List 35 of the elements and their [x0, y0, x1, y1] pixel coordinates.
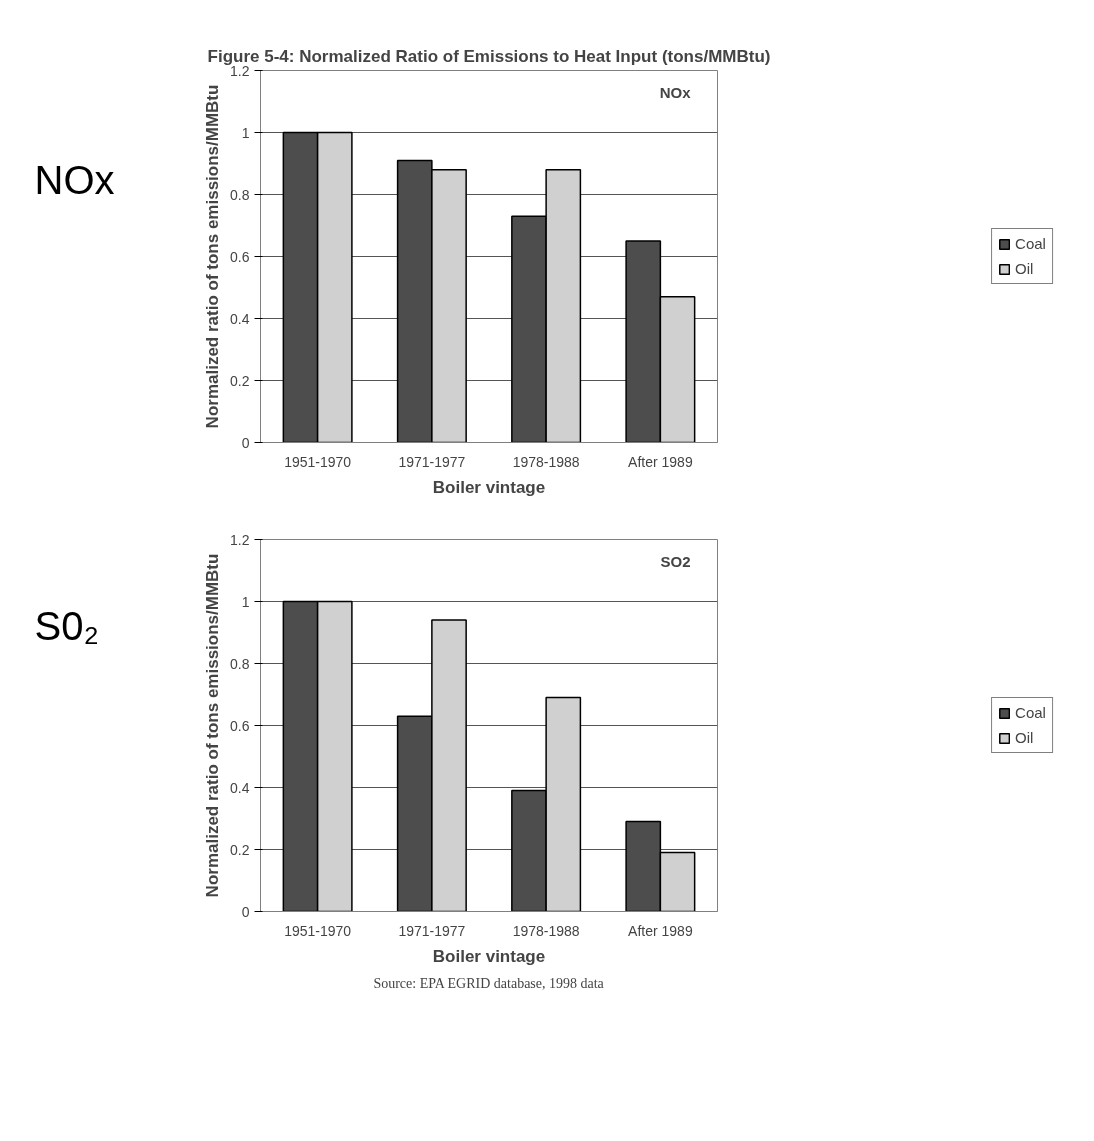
x-tick-label: 1978-1988 — [512, 453, 580, 470]
y-tick-label: 1.2 — [230, 531, 250, 548]
y-tick-label: 0.6 — [230, 717, 250, 734]
legend-label: Oil — [1015, 260, 1035, 277]
y-tick-label: 0.4 — [230, 779, 250, 796]
y-axis-title: Normalized ratio of tons emissions/MMBtu — [203, 84, 223, 429]
x-tick-label: After 1989 — [628, 922, 693, 939]
x-axis-title: Boiler vintage — [432, 946, 546, 966]
source-note: Source: EPA EGRID database, 1998 data — [373, 975, 605, 991]
x-tick-label: 1951-1970 — [284, 453, 352, 470]
text: S0₂ — [34, 603, 99, 648]
x-tick-label: 1971-1977 — [398, 453, 466, 470]
chart-title: Figure 5-4: Normalized Ratio of Emissions to Heat Input (tons/MMBtu) — [207, 46, 771, 66]
y-tick-label: 0.6 — [230, 248, 250, 265]
y-tick-label: 0 — [241, 434, 250, 451]
x-tick-label: 1951-1970 — [284, 922, 352, 939]
x-tick-label: After 1989 — [628, 453, 693, 470]
y-tick-label: 0.4 — [230, 310, 250, 327]
annotation: NOx — [659, 83, 692, 101]
y-tick-label: 1 — [241, 593, 250, 610]
legend-label: Oil — [1015, 729, 1035, 746]
y-tick-label: 0.8 — [230, 186, 250, 203]
y-tick-label: 1 — [241, 124, 250, 141]
y-tick-label: 0.2 — [230, 372, 250, 389]
y-axis-title: Normalized ratio of tons emissions/MMBtu — [203, 553, 223, 898]
x-tick-label: 1971-1977 — [398, 922, 466, 939]
text: NOx — [34, 158, 115, 203]
y-tick-label: 0.8 — [230, 655, 250, 672]
x-tick-label: 1978-1988 — [512, 922, 580, 939]
x-axis-title: Boiler vintage — [432, 477, 546, 497]
y-tick-label: 0 — [241, 903, 250, 920]
legend-label: Coal — [1015, 704, 1046, 721]
annotation: SO2 — [660, 552, 691, 570]
y-tick-label: 0.2 — [230, 841, 250, 858]
legend-label: Coal — [1015, 235, 1046, 252]
